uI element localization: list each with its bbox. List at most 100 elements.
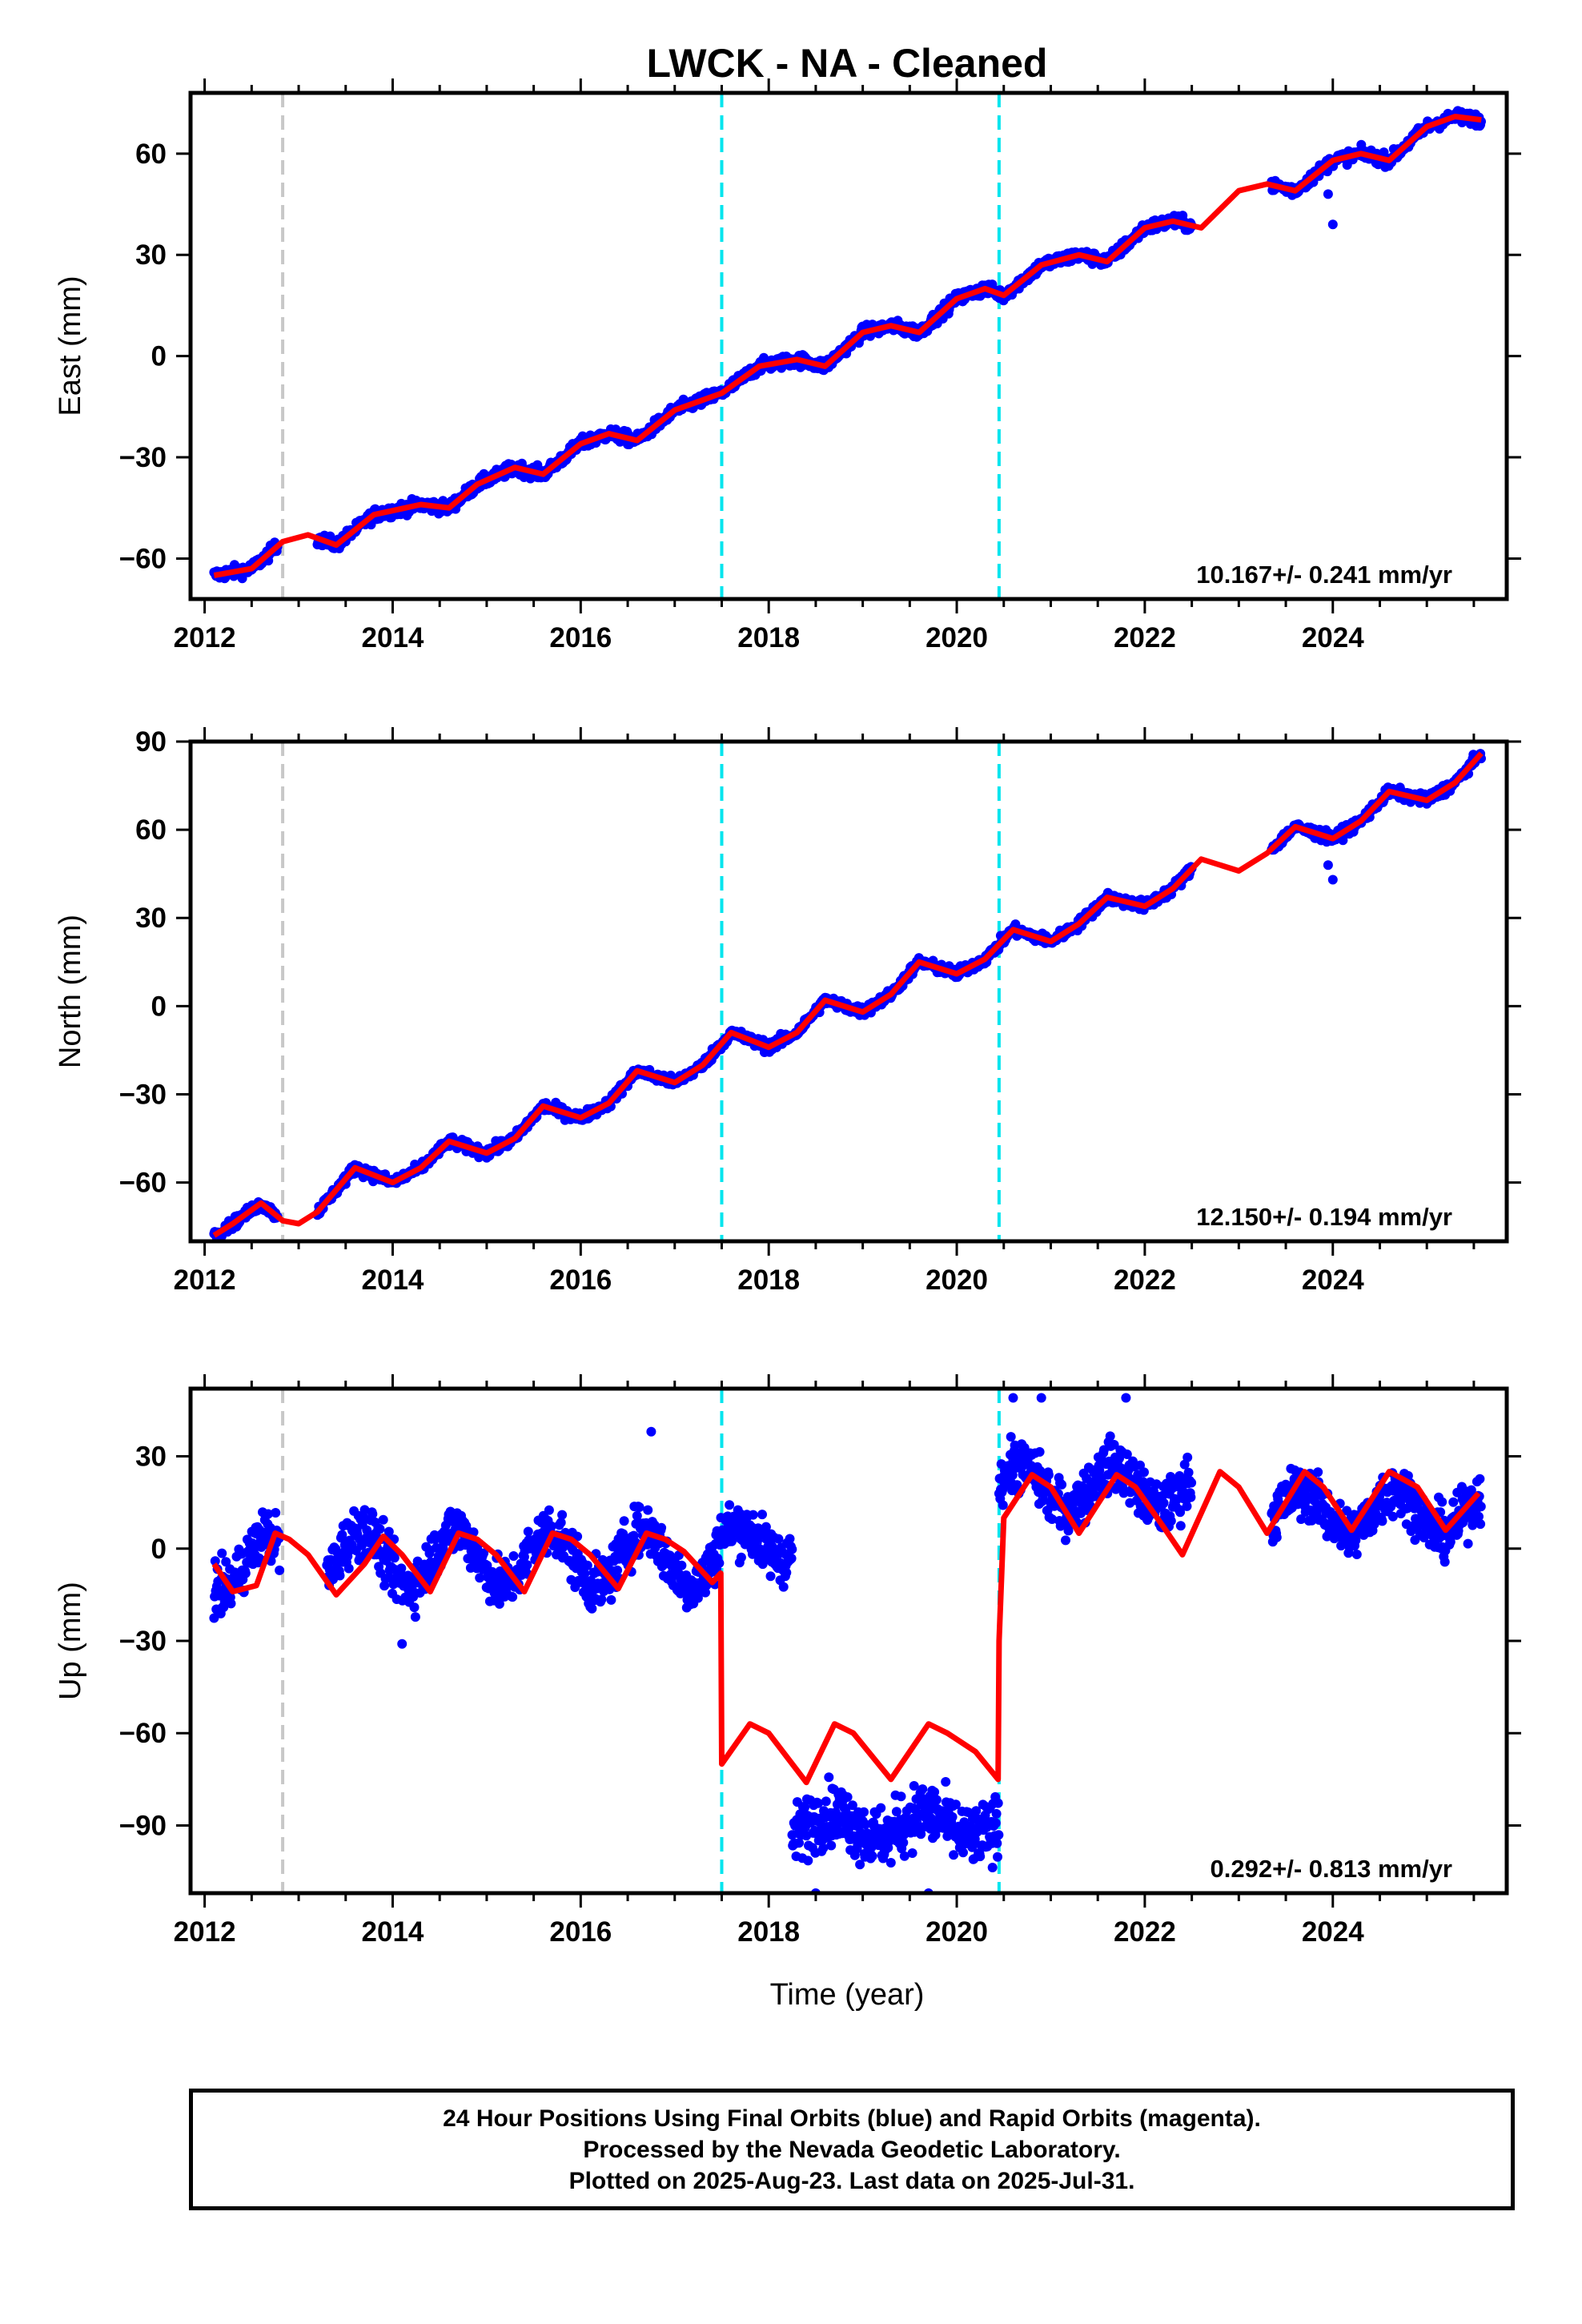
outlier-point [1323,860,1333,870]
data-point [1094,1466,1105,1476]
x-tick-label: 2012 [174,1265,236,1296]
data-point [855,1860,865,1870]
observation-points [209,1393,1486,1893]
data-point [522,1560,532,1570]
data-point [930,1830,941,1840]
data-point [343,1563,354,1574]
data-point [898,1837,909,1848]
data-point [378,1514,388,1525]
data-point [1122,1449,1132,1459]
data-point [566,1574,576,1585]
data-point [821,1796,831,1807]
data-point [556,1518,566,1528]
x-tick-label: 2022 [1114,1265,1176,1296]
data-point [379,1581,390,1591]
data-point [544,1505,554,1515]
data-point [643,1505,653,1515]
y-tick-label: −30 [119,442,167,473]
data-point [389,1553,400,1563]
chart-title: LWCK - NA - Cleaned [647,41,1048,86]
data-point [800,1803,809,1812]
data-point [237,573,247,584]
data-point [1105,1431,1115,1441]
data-point [794,1838,804,1848]
data-point [612,1565,623,1575]
data-point [409,1602,420,1613]
data-point [748,1510,758,1520]
data-point [1017,1462,1027,1472]
data-point [725,1500,735,1510]
data-point [930,1787,940,1797]
model-line [212,751,1484,1238]
data-point [859,1807,869,1817]
data-point [482,1560,492,1570]
data-point [1057,1479,1067,1490]
model-line [213,114,1482,578]
x-tick-label: 2024 [1302,622,1364,653]
data-point [508,1592,518,1602]
y-tick-label: −60 [119,543,167,574]
plot-area [209,93,1486,599]
data-point [761,1522,771,1532]
data-point [818,1843,829,1853]
data-point [523,1526,533,1537]
data-point [773,1534,784,1544]
x-tick-label: 2020 [926,1265,988,1296]
data-point [557,1510,568,1520]
outlier-point [1323,189,1333,199]
data-point [383,1526,394,1537]
data-point [787,1544,797,1554]
data-point [210,1556,220,1566]
plot-frame [188,90,1509,601]
data-point [1007,1470,1018,1480]
data-point [475,1573,485,1583]
data-point [842,1792,853,1802]
data-point [990,1818,1001,1828]
data-point [861,1819,871,1830]
data-point [947,1811,958,1822]
data-point [632,1510,642,1521]
data-point [240,1568,251,1578]
data-point [582,1560,592,1570]
data-point [896,1791,906,1802]
data-point [359,1505,370,1515]
outlier-point [1327,219,1338,230]
data-point [847,1800,857,1811]
data-point [634,1502,644,1512]
data-point [263,1509,273,1519]
up-panel: 2012 2014 2016 2018 2020 2022 2024−90−60−30030… [54,1374,1521,1948]
data-point [931,1795,942,1805]
data-point [619,1516,629,1526]
y-tick-label: 30 [135,903,167,934]
data-point [993,1852,1002,1862]
data-point [587,1603,597,1614]
data-point [1061,1535,1070,1546]
data-point [813,1798,823,1808]
x-tick-label: 2012 [174,622,236,653]
y-tick-label: 60 [135,814,167,846]
data-point [941,1777,951,1787]
outlier-point [1327,875,1338,885]
data-point [606,1594,616,1605]
data-point [221,1557,231,1567]
data-point [726,1536,737,1546]
data-point [1043,1470,1054,1480]
observation-points [209,749,1486,1241]
data-point [917,1784,928,1795]
y-tick-label: −30 [119,1079,167,1110]
data-point [375,1524,385,1534]
data-point [916,1829,926,1839]
data-point [677,1560,687,1570]
data-point [656,1522,667,1533]
x-tick-label: 2014 [362,622,424,653]
data-point [958,1848,968,1858]
data-point [867,1851,877,1861]
data-point [337,1530,347,1540]
x-tick-label: 2020 [926,622,988,653]
data-point [217,1548,227,1558]
y-tick-label: 0 [151,991,167,1022]
x-tick-label: 2018 [737,622,800,653]
y-tick-label: 90 [135,726,167,758]
data-point [757,1559,768,1570]
